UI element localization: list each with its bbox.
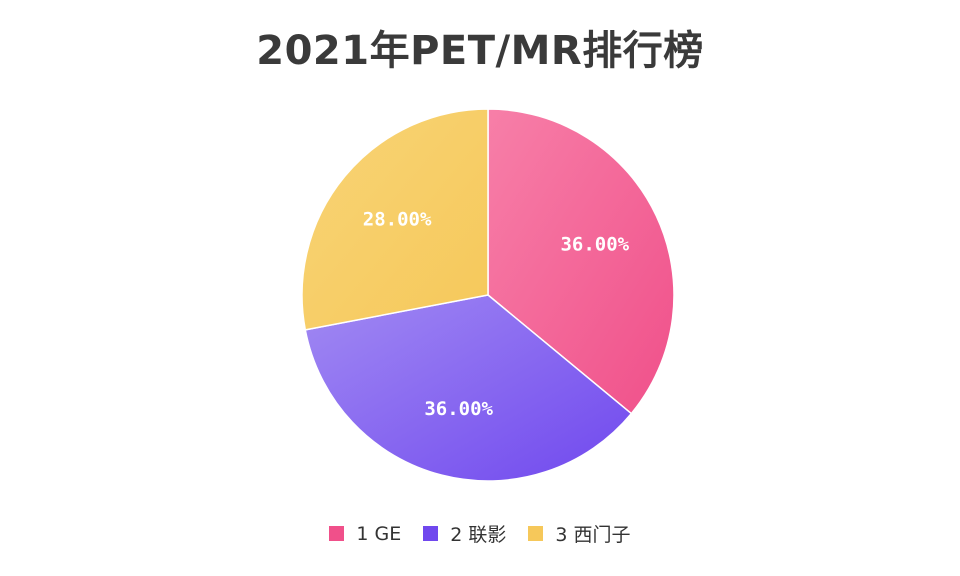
legend-item-ge[interactable]: 1 GE: [329, 523, 401, 545]
legend-item-siemens[interactable]: 3 西门子: [528, 520, 631, 547]
legend-swatch-united-imaging: [423, 526, 439, 541]
legend-swatch-siemens: [528, 526, 544, 541]
legend-label-ge: 1 GE: [356, 522, 402, 545]
chart-title: 2021年PET/MR排行榜: [256, 28, 704, 74]
slice-label-siemens: 28.00%: [363, 208, 432, 230]
slice-label-ge: 36.00%: [560, 233, 629, 255]
pie-slice-siemens[interactable]: [301, 108, 489, 331]
legend-item-united-imaging[interactable]: 2 联影: [423, 520, 506, 547]
pie-slice-ge[interactable]: [487, 108, 675, 415]
pie-slice-united-imaging[interactable]: [304, 294, 633, 482]
legend-label-siemens: 3 西门子: [555, 524, 631, 546]
legend-swatch-ge: [329, 526, 345, 541]
slice-label-united-imaging: 36.00%: [424, 398, 493, 420]
legend-label-united-imaging: 2 联影: [450, 524, 507, 546]
legend: 1 GE 2 联影 3 西门子: [0, 520, 960, 547]
